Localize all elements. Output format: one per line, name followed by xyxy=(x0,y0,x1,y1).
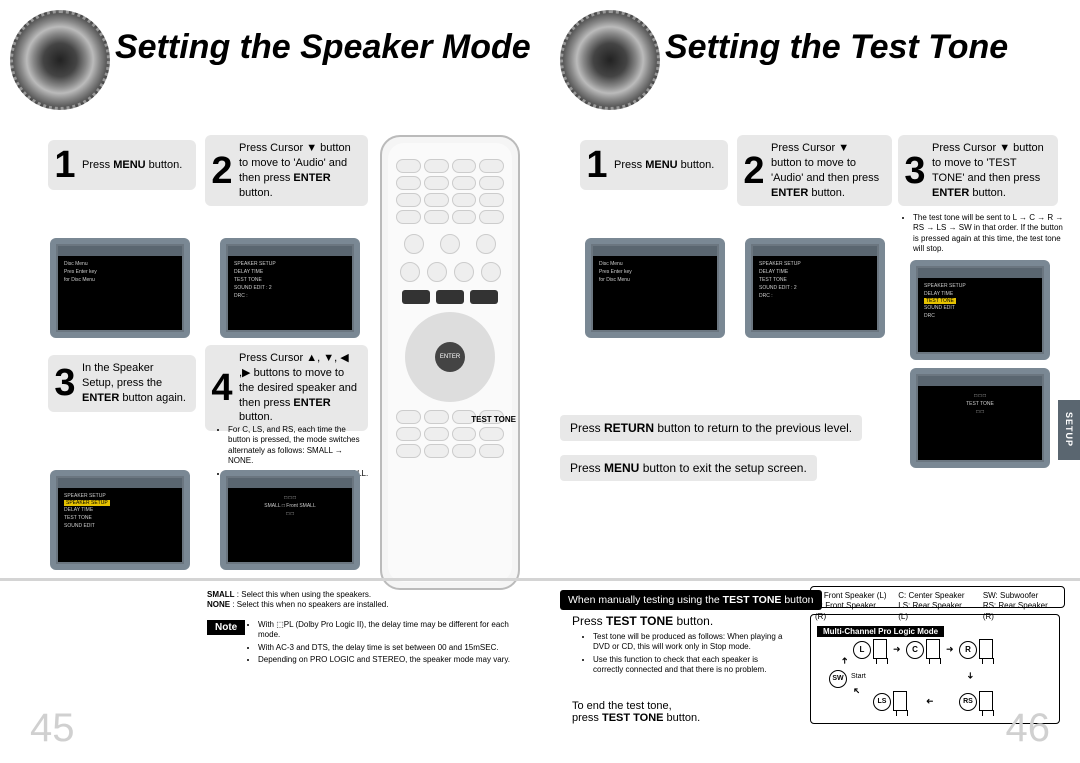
r-step1-screenshot: Disc Menu Pres Enter key for Disc Menu xyxy=(585,238,725,338)
step4-screenshot: □ □ □ SMALL □ Front SMALL □ □ xyxy=(220,470,360,570)
remote-black-btn[interactable] xyxy=(402,290,430,304)
page-right: Setting the Test Tone 1 Press MENU butto… xyxy=(540,0,1080,763)
small-none-desc: SMALL : Select this when using the speak… xyxy=(207,590,467,610)
title-right: Setting the Test Tone xyxy=(665,28,1008,67)
end-test: To end the test tone,press TEST TONE but… xyxy=(572,700,700,724)
step1-num: 1 xyxy=(52,146,78,184)
step4-text: Press Cursor ▲, ▼, ◀ ,▶ buttons to move … xyxy=(239,351,358,425)
remote-stop[interactable] xyxy=(440,234,460,254)
step2-box: 2 Press Cursor ▼ button to move to 'Audi… xyxy=(205,135,368,206)
step3-text: In the Speaker Setup, press the ENTER bu… xyxy=(82,361,186,406)
step2-text: Press Cursor ▼ button to move to 'Audio'… xyxy=(239,141,358,200)
spk-l: L xyxy=(853,641,871,659)
r-step2-screenshot: SPEAKER SETUP DELAY TIME TEST TONE SOUND… xyxy=(745,238,885,338)
test-instruction: Press TEST TONE button. xyxy=(572,614,713,628)
step1-text: Press MENU button. xyxy=(82,158,182,173)
manual-test-header: When manually testing using the TEST TON… xyxy=(560,590,822,610)
step2-num: 2 xyxy=(209,152,235,190)
spk-sw: SW xyxy=(829,670,847,688)
speaker-legend: L: Front Speaker (L) R: Front Speaker (R… xyxy=(810,586,1065,608)
r-step3-bullets: The test tone will be sent to L → C → R … xyxy=(905,213,1065,257)
r-step3-screenshot2: □ □ □ TEST TONE □ □ xyxy=(910,368,1050,468)
step3-screenshot: SPEAKER SETUP SPEAKER SETUP DELAY TIME T… xyxy=(50,470,190,570)
return-bar: Press RETURN button to return to the pre… xyxy=(560,415,862,441)
step4-num: 4 xyxy=(209,369,235,407)
spk-r: R xyxy=(959,641,977,659)
r-step3-screenshot: SPEAKER SETUP DELAY TIME TEST TONE SOUND… xyxy=(910,260,1050,360)
separator xyxy=(0,578,540,581)
page-num-right: 46 xyxy=(1006,706,1051,751)
step3-num: 3 xyxy=(52,364,78,402)
separator xyxy=(540,578,1080,581)
step2-screenshot: SPEAKER SETUP DELAY TIME TEST TONE SOUND… xyxy=(220,238,360,338)
menu-bar: Press MENU button to exit the setup scre… xyxy=(560,455,817,481)
remote-vol-down[interactable] xyxy=(404,234,424,254)
remote-enter-btn[interactable]: ENTER xyxy=(435,342,465,372)
speaker-icon xyxy=(10,10,110,110)
setup-tab: SETUP xyxy=(1058,400,1080,460)
speaker-icon xyxy=(560,10,660,110)
spk-c: C xyxy=(906,641,924,659)
r-step1-box: 1 Press MENU button. xyxy=(580,140,728,190)
testtone-label: TEST TONE xyxy=(471,415,516,424)
r-step2-box: 2 Press Cursor ▼ button to move to 'Audi… xyxy=(737,135,892,206)
remote-vol-up[interactable] xyxy=(476,234,496,254)
step1-screenshot: Disc Menu Pres Enter key for Disc Menu xyxy=(50,238,190,338)
remote-control: ENTER TEST TONE xyxy=(380,135,520,590)
spk-rs: RS xyxy=(959,693,977,711)
page-left: Setting the Speaker Mode 1 Press MENU bu… xyxy=(0,0,540,763)
title-left: Setting the Speaker Mode xyxy=(115,28,531,67)
remote-btn[interactable] xyxy=(396,159,421,173)
remote-dpad[interactable]: ENTER xyxy=(405,312,495,402)
r-step3-box: 3 Press Cursor ▼ button to move to 'TEST… xyxy=(898,135,1058,206)
note-bullets: With ⬚PL (Dolby Pro Logic II), the delay… xyxy=(250,620,530,668)
spk-ls: LS xyxy=(873,693,891,711)
test-bullets: Test tone will be produced as follows: W… xyxy=(585,632,785,678)
step3-box: 3 In the Speaker Setup, press the ENTER … xyxy=(48,355,196,412)
page-num-left: 45 xyxy=(30,706,75,751)
note-label: Note xyxy=(207,620,245,635)
step1-box: 1 Press MENU button. xyxy=(48,140,196,190)
step4-box: 4 Press Cursor ▲, ▼, ◀ ,▶ buttons to mov… xyxy=(205,345,368,431)
